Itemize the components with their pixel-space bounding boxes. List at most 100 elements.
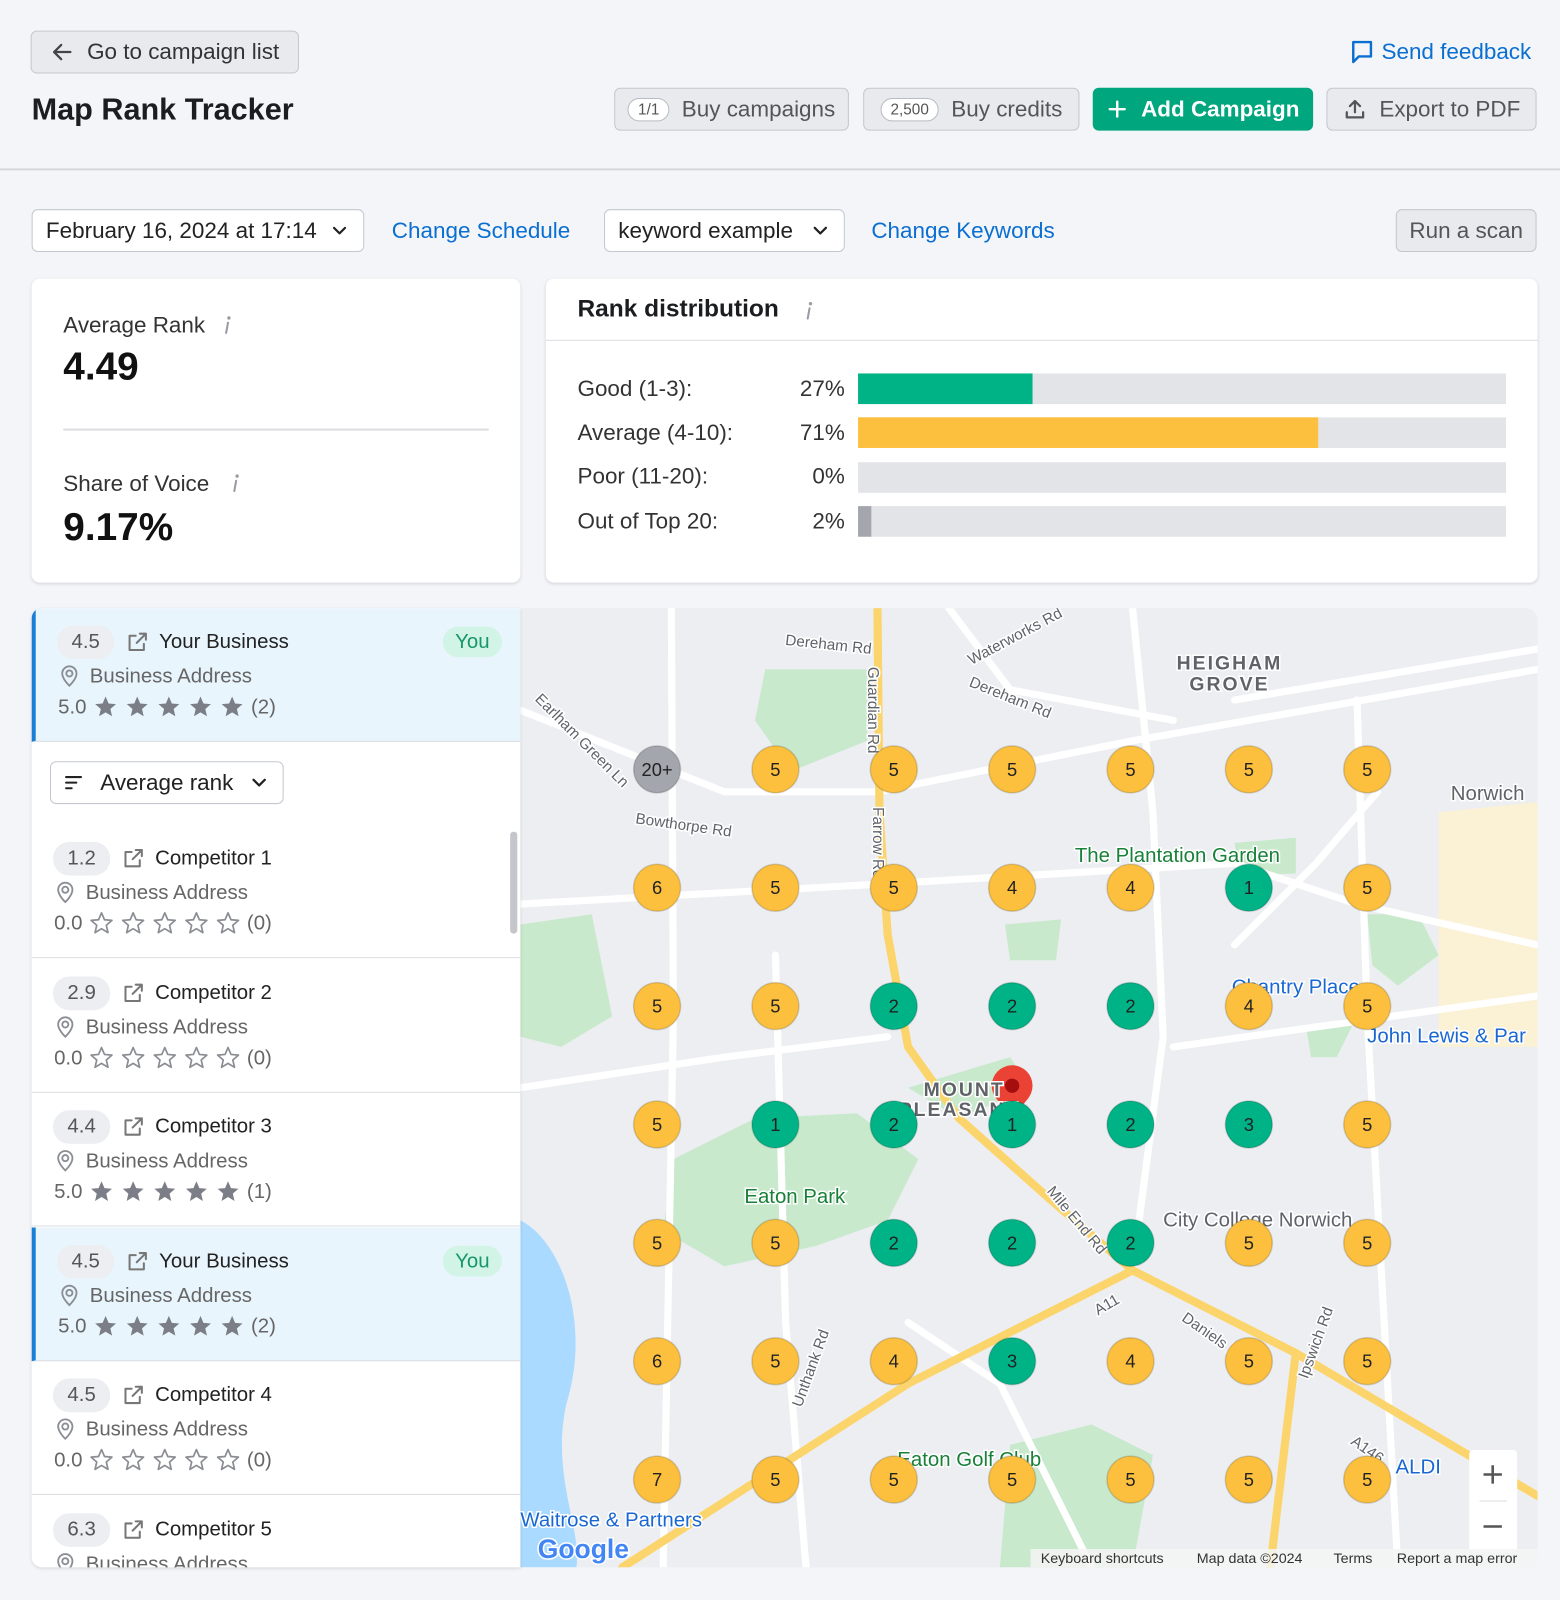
business-item[interactable]: 4.5 Competitor 4 Business Address 0.0 (0) xyxy=(31,1361,521,1495)
rank-marker xyxy=(632,1218,682,1268)
external-link-icon xyxy=(124,848,143,868)
business-name: Competitor 2 xyxy=(155,981,272,1005)
rank-badge: 4.5 xyxy=(53,1378,111,1413)
rank-marker-label: 5 xyxy=(770,877,780,898)
map-label: City College Norwich xyxy=(1163,1209,1352,1231)
pin-icon-part xyxy=(61,1557,70,1566)
water xyxy=(520,1220,578,1568)
rating-star-part xyxy=(190,1315,211,1336)
rank-marker-label: 20+ xyxy=(641,759,672,780)
rank-marker xyxy=(632,863,682,912)
external-link-icon-part xyxy=(124,1520,143,1539)
summary-divider xyxy=(63,428,489,431)
business-rating: 5.0 xyxy=(58,1315,87,1338)
rank-marker xyxy=(751,745,800,794)
map-label: Guardian Rd xyxy=(864,667,881,754)
rating-star-part xyxy=(153,912,177,934)
back-button[interactable]: Go to campaign list xyxy=(30,30,299,74)
rank-marker xyxy=(987,1336,1037,1386)
sort-icon-part xyxy=(65,776,83,790)
header-button[interactable]: Export to PDF xyxy=(1326,87,1537,131)
map[interactable]: Dereham Rd Waterworks Rd Dereham Rd HEIGHAM… xyxy=(520,608,1538,1568)
header-button[interactable]: 2,500 Buy credits xyxy=(863,87,1080,131)
rank-marker xyxy=(1106,745,1155,794)
header-button[interactable]: Add Campaign xyxy=(1092,87,1314,131)
road xyxy=(1230,645,1538,704)
rating-star xyxy=(153,1046,177,1069)
average-rank-label: Average Rank xyxy=(63,312,206,338)
date-select[interactable]: February 16, 2024 at 17:14 xyxy=(31,209,365,253)
sort-label: Average rank xyxy=(100,769,234,795)
rank-marker-label: 4 xyxy=(889,1351,899,1372)
info-icon xyxy=(806,301,813,320)
park xyxy=(520,914,613,1047)
rank-marker xyxy=(869,1455,919,1504)
pin-icon-part xyxy=(57,1150,74,1172)
rank-badge: 4.5 xyxy=(57,1244,115,1279)
business-reviews: (1) xyxy=(246,1180,272,1204)
info-icon-part xyxy=(235,474,239,478)
change-keywords-link[interactable]: Change Keywords xyxy=(871,217,1055,243)
button-label: Buy campaigns xyxy=(681,95,836,122)
rank-marker-label: 7 xyxy=(652,1469,662,1490)
rating-star xyxy=(122,1181,144,1201)
business-item[interactable]: 6.3 Competitor 5 Business Address xyxy=(32,1496,521,1568)
info-icon xyxy=(225,316,231,334)
rating-star-part xyxy=(90,1448,113,1471)
change-schedule-link[interactable]: Change Schedule xyxy=(391,217,571,243)
rank-marker-label: 5 xyxy=(1362,1114,1372,1135)
business-item[interactable]: 4.4 Competitor 3 Business Address 5.0 (1) xyxy=(31,1093,521,1227)
rating-star-part xyxy=(217,1181,239,1201)
business-item[interactable]: 2.9 Competitor 2 Business Address 0.0 (0) xyxy=(31,959,521,1093)
send-feedback[interactable]: Send feedback xyxy=(1349,37,1531,68)
rank-marker xyxy=(869,981,919,1031)
business-reviews: (2) xyxy=(250,1315,276,1338)
rank-marker xyxy=(987,1455,1037,1504)
business-name: Competitor 5 xyxy=(155,1518,272,1541)
business-address: Business Address xyxy=(85,881,248,905)
rating-star xyxy=(185,1448,208,1471)
keyword-select[interactable]: keyword example xyxy=(604,209,845,253)
rating-star xyxy=(153,912,177,934)
rank-marker xyxy=(987,1100,1037,1149)
rank-marker xyxy=(1224,1336,1274,1386)
map-label: HEIGHAM xyxy=(1177,652,1283,674)
rating-star xyxy=(190,696,211,717)
rank-marker xyxy=(869,1100,919,1149)
chevron-icon-part xyxy=(813,226,828,235)
info-icon-part xyxy=(225,321,230,334)
map-attribution: Keyboard shortcuts xyxy=(1041,1551,1164,1567)
road xyxy=(945,608,1177,724)
map-label: Eaton Park xyxy=(744,1186,846,1208)
map-label: The Plantation Garden xyxy=(1075,845,1280,867)
share-of-voice-value: 9.17% xyxy=(63,506,174,550)
sort-select[interactable]: Average rank xyxy=(49,761,284,805)
send-feedback-label: Send feedback xyxy=(1381,38,1532,65)
run-scan-button[interactable]: Run a scan xyxy=(1395,209,1537,253)
rating-star xyxy=(90,1046,113,1069)
header-button[interactable]: 1/1 Buy campaigns xyxy=(614,87,849,131)
business-rating: 0.0 xyxy=(54,1046,83,1070)
rating-star xyxy=(121,912,145,934)
info-icon-part xyxy=(806,307,811,320)
rating-star-part xyxy=(122,1181,144,1201)
button-badge: 1/1 xyxy=(627,97,670,121)
zoom-in[interactable] xyxy=(1483,1465,1502,1484)
rank-marker xyxy=(1342,1455,1392,1504)
distribution-label: Out of Top 20: xyxy=(577,507,719,534)
business-item[interactable]: 1.2 Competitor 1 Business Address 0.0 (0) xyxy=(31,824,521,959)
map-label: GROVE xyxy=(1189,674,1269,696)
rank-badge: 1.2 xyxy=(53,841,111,876)
rating-star-part xyxy=(185,1046,208,1069)
business-item[interactable]: 4.5 Your Business You Business Address 5.0 (2… xyxy=(31,1227,521,1362)
distribution-percent: 27% xyxy=(799,375,845,401)
rating-star-part xyxy=(126,696,148,717)
business-item[interactable]: 4.5 Your Business You Business Address 5.0 (2… xyxy=(31,608,521,742)
rank-marker-label: 5 xyxy=(652,1114,662,1135)
business-rating: 0.0 xyxy=(54,912,83,935)
rating-star xyxy=(91,1181,112,1201)
rating-star-part xyxy=(158,1315,180,1336)
rank-marker-label: 5 xyxy=(1362,1469,1372,1490)
rank-marker-label: 5 xyxy=(889,877,899,898)
